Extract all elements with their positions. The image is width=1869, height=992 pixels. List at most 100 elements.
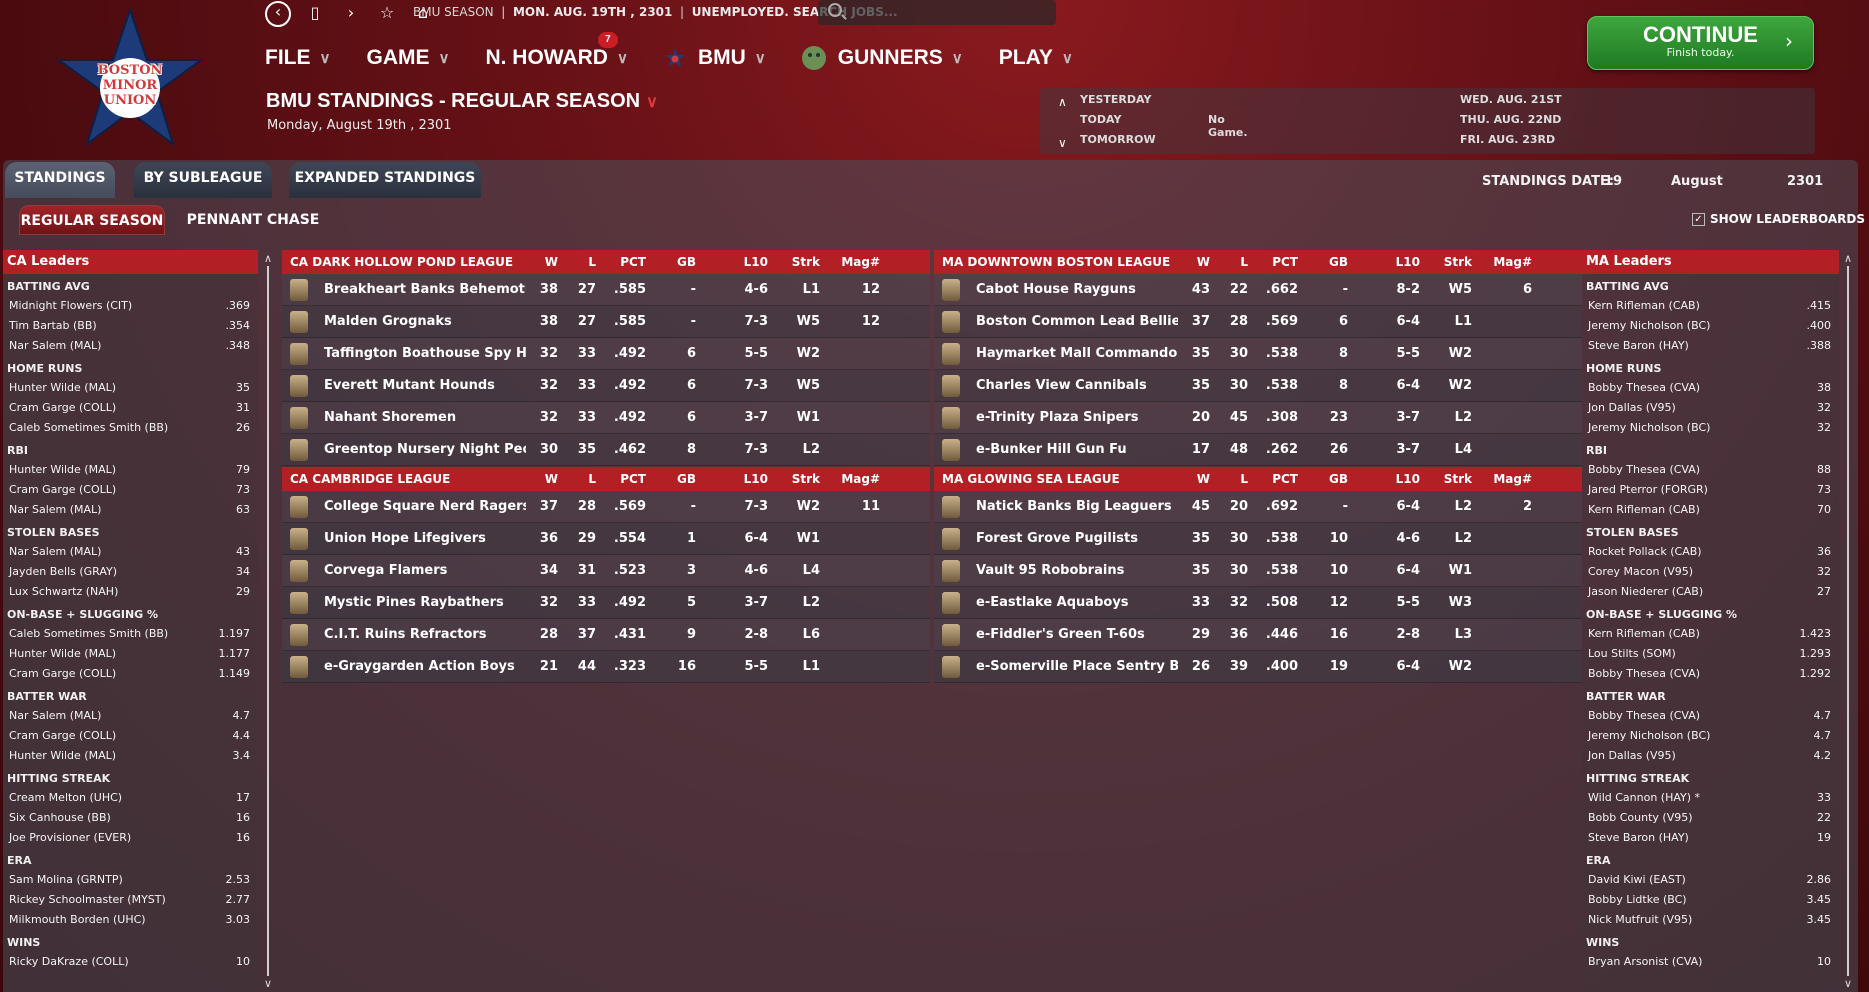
leader-row[interactable]: Rocket Pollack (CAB) 36: [1582, 542, 1839, 562]
leader-player[interactable]: Cram Garge (COLL): [9, 729, 117, 742]
table-row[interactable]: Everett Mutant Hounds 32 33 .492 6 7-3 W5: [282, 370, 930, 402]
leader-player[interactable]: Sam Molina (GRNTP): [9, 873, 123, 886]
menu-file[interactable]: FILE ∨: [265, 46, 331, 69]
chevron-down-icon[interactable]: ∨: [1058, 136, 1067, 150]
table-row[interactable]: e-Graygarden Action Boys 21 44 .323 16 5-5 L1: [282, 651, 930, 683]
leader-player[interactable]: Nar Salem (MAL): [9, 545, 102, 558]
leader-player[interactable]: Jason Niederer (CAB): [1588, 585, 1704, 598]
team-name[interactable]: Everett Mutant Hounds: [324, 378, 495, 393]
leader-row[interactable]: Jared Pterror (FORGR) 73: [1582, 480, 1839, 500]
division-name[interactable]: CA DARK HOLLOW POND LEAGUE: [290, 255, 514, 269]
column-header-w[interactable]: W: [1196, 255, 1210, 269]
column-header-mag[interactable]: Mag#: [1493, 472, 1532, 486]
leader-player[interactable]: Caleb Sometimes Smith (BB): [9, 421, 169, 434]
leader-row[interactable]: Joe Provisioner (EVER) 16: [3, 828, 258, 848]
leader-player[interactable]: Kern Rifleman (CAB): [1588, 627, 1700, 640]
column-header-gb[interactable]: GB: [1329, 255, 1348, 269]
team-name[interactable]: e-Trinity Plaza Snipers: [976, 410, 1139, 425]
menu-team[interactable]: GUNNERS ∨: [801, 46, 963, 70]
column-header-l10[interactable]: L10: [1395, 255, 1420, 269]
division-name[interactable]: MA DOWNTOWN BOSTON LEAGUE: [942, 255, 1171, 269]
leader-row[interactable]: Nar Salem (MAL) 63: [3, 500, 258, 520]
column-header-w[interactable]: W: [544, 255, 558, 269]
leader-row[interactable]: Bobby Thesea (CVA) 1.292: [1582, 664, 1839, 684]
leader-row[interactable]: Hunter Wilde (MAL) 1.177: [3, 644, 258, 664]
table-row[interactable]: Charles View Cannibals 35 30 .538 8 6-4 W2: [934, 370, 1582, 402]
leader-player[interactable]: Six Canhouse (BB): [9, 811, 111, 824]
leader-row[interactable]: Nar Salem (MAL) 43: [3, 542, 258, 562]
leader-player[interactable]: Lou Stilts (SOM): [1588, 647, 1676, 660]
column-header-gb[interactable]: GB: [677, 255, 696, 269]
leader-player[interactable]: Nar Salem (MAL): [9, 709, 102, 722]
standings-date-day[interactable]: 19: [1604, 174, 1623, 189]
leader-player[interactable]: Corey Macon (V95): [1588, 565, 1694, 578]
column-header-w[interactable]: W: [544, 472, 558, 486]
team-name[interactable]: Mystic Pines Raybathers: [324, 595, 504, 610]
standings-date-month[interactable]: August: [1671, 174, 1723, 189]
table-row[interactable]: Corvega Flamers 34 31 .523 3 4-6 L4: [282, 555, 930, 587]
table-row[interactable]: e-Eastlake Aquaboys 33 32 .508 12 5-5 W3: [934, 587, 1582, 619]
leader-player[interactable]: Cram Garge (COLL): [9, 483, 117, 496]
leader-row[interactable]: Midnight Flowers (CIT) .369: [3, 296, 258, 316]
leader-player[interactable]: Jeremy Nicholson (BC): [1588, 319, 1711, 332]
scroll-down-icon[interactable]: ∨: [1843, 977, 1853, 990]
column-header-mag[interactable]: Mag#: [1493, 255, 1532, 269]
scroll-up-icon[interactable]: ∧: [1843, 252, 1853, 265]
table-row[interactable]: College Square Nerd Ragers 37 28 .569 - 7-3 W2…: [282, 491, 930, 523]
leader-player[interactable]: Caleb Sometimes Smith (BB): [9, 627, 169, 640]
column-header-pct[interactable]: PCT: [620, 472, 646, 486]
tab-standings[interactable]: STANDINGS: [5, 162, 115, 198]
leader-player[interactable]: Nick Mutfruit (V95): [1588, 913, 1693, 926]
leader-row[interactable]: Nar Salem (MAL) 4.7: [3, 706, 258, 726]
table-row[interactable]: e-Trinity Plaza Snipers 20 45 .308 23 3-7 L2: [934, 402, 1582, 434]
show-leaderboards-toggle[interactable]: ✓ SHOW LEADERBOARDS: [1692, 212, 1865, 226]
leader-player[interactable]: Nar Salem (MAL): [9, 339, 102, 352]
team-name[interactable]: Vault 95 Robobrains: [976, 563, 1125, 578]
leader-player[interactable]: Cram Garge (COLL): [9, 667, 117, 680]
leader-player[interactable]: Bryan Arsonist (CVA): [1588, 955, 1703, 968]
leader-player[interactable]: Milkmouth Borden (UHC): [9, 913, 146, 926]
leader-player[interactable]: Rickey Schoolmaster (MYST): [9, 893, 166, 906]
leader-row[interactable]: Lou Stilts (SOM) 1.293: [1582, 644, 1839, 664]
leader-player[interactable]: Bobby Thesea (CVA): [1588, 381, 1701, 394]
leader-player[interactable]: Nar Salem (MAL): [9, 503, 102, 516]
ma-leaders-scrollbar[interactable]: ∧ ∨: [1844, 250, 1852, 992]
leader-row[interactable]: Bryan Arsonist (CVA) 10: [1582, 952, 1839, 972]
leader-row[interactable]: Hunter Wilde (MAL) 3.4: [3, 746, 258, 766]
team-name[interactable]: Taffington Boathouse Spy Hunter: [324, 346, 526, 361]
leader-row[interactable]: Bobby Thesea (CVA) 38: [1582, 378, 1839, 398]
team-name[interactable]: Charles View Cannibals: [976, 378, 1147, 393]
leader-row[interactable]: Bobby Thesea (CVA) 88: [1582, 460, 1839, 480]
back-icon[interactable]: ‹: [265, 1, 291, 27]
tab-pennant-chase[interactable]: PENNANT CHASE: [186, 212, 320, 228]
leader-row[interactable]: Six Canhouse (BB) 16: [3, 808, 258, 828]
column-header-gb[interactable]: GB: [1329, 472, 1348, 486]
leader-row[interactable]: Kern Rifleman (CAB) 70: [1582, 500, 1839, 520]
table-row[interactable]: Breakheart Banks Behemoths 38 27 .585 - 4-6 L1…: [282, 274, 930, 306]
team-name[interactable]: College Square Nerd Ragers: [324, 499, 526, 514]
table-row[interactable]: Boston Common Lead Bellies 37 28 .569 6 6-4 L1: [934, 306, 1582, 338]
column-header-l10[interactable]: L10: [743, 255, 768, 269]
column-header-gb[interactable]: GB: [677, 472, 696, 486]
leader-player[interactable]: Bobby Thesea (CVA): [1588, 667, 1701, 680]
checkbox-checked-icon[interactable]: ✓: [1692, 212, 1705, 226]
forward-icon[interactable]: ›: [347, 3, 355, 22]
leader-player[interactable]: Midnight Flowers (CIT): [9, 299, 133, 312]
chevron-up-icon[interactable]: ∧: [1058, 95, 1067, 109]
column-header-strk[interactable]: Strk: [1443, 255, 1472, 269]
table-row[interactable]: Vault 95 Robobrains 35 30 .538 10 6-4 W1: [934, 555, 1582, 587]
leader-player[interactable]: Cream Melton (UHC): [9, 791, 123, 804]
leader-row[interactable]: Nar Salem (MAL) .348: [3, 336, 258, 356]
team-name[interactable]: e-Eastlake Aquaboys: [976, 595, 1129, 610]
leader-player[interactable]: Joe Provisioner (EVER): [9, 831, 132, 844]
leader-player[interactable]: Lux Schwartz (NAH): [9, 585, 119, 598]
table-row[interactable]: Haymarket Mall Commandos 35 30 .538 8 5-5 W2: [934, 338, 1582, 370]
leader-row[interactable]: Kern Rifleman (CAB) .415: [1582, 296, 1839, 316]
standings-date-year[interactable]: 2301: [1787, 174, 1824, 189]
leader-row[interactable]: Wild Cannon (HAY) * 33: [1582, 788, 1839, 808]
leader-row[interactable]: Bobby Lidtke (BC) 3.45: [1582, 890, 1839, 910]
leader-player[interactable]: Bobby Thesea (CVA): [1588, 463, 1701, 476]
division-name[interactable]: CA CAMBRIDGE LEAGUE: [290, 472, 451, 486]
schedule-day-1[interactable]: WED. AUG. 21ST: [1460, 93, 1562, 106]
leader-player[interactable]: Hunter Wilde (MAL): [9, 749, 117, 762]
